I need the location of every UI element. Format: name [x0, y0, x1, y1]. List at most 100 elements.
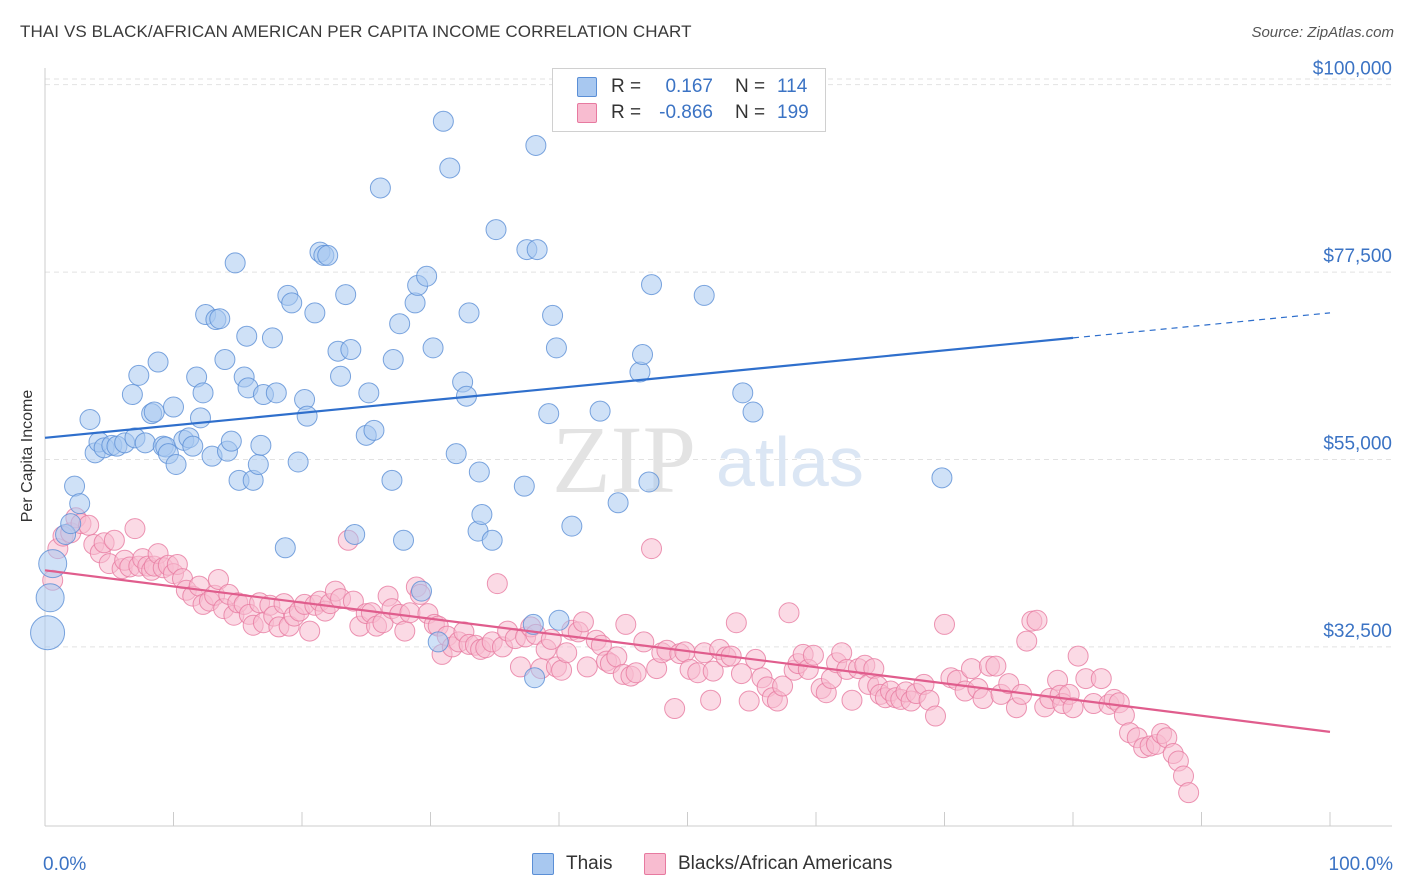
- thais-point: [261, 327, 283, 349]
- thais-point: [641, 274, 663, 296]
- thais-point: [344, 523, 366, 545]
- thais-point: [416, 265, 438, 287]
- blacks-point: [1067, 645, 1089, 667]
- blacks-legend-label: Blacks/African Americans: [678, 853, 893, 874]
- thais-point: [422, 337, 444, 359]
- thais-point: [165, 453, 187, 475]
- thais-swatch: [577, 77, 597, 97]
- thais-point: [182, 435, 204, 457]
- r-value: 0.167: [665, 76, 713, 97]
- thais-point: [931, 467, 953, 489]
- blacks-point: [934, 613, 955, 635]
- thais-point: [330, 365, 352, 387]
- gridlines: [45, 78, 1392, 648]
- blacks-point: [207, 568, 229, 590]
- n-value: 114: [777, 76, 808, 97]
- blacks-point: [1016, 630, 1038, 652]
- thais-point: [317, 244, 339, 266]
- thais-point: [545, 337, 567, 359]
- thais-point: [79, 409, 101, 431]
- thais-point: [525, 134, 547, 156]
- blacks-point: [399, 602, 421, 624]
- legend-item-blacks[interactable]: Blacks/African Americans: [644, 852, 892, 876]
- thais-point: [742, 401, 764, 423]
- blacks-point: [772, 675, 794, 697]
- blacks-point: [124, 518, 146, 540]
- blacks-point: [551, 659, 573, 681]
- blacks-point: [738, 690, 760, 712]
- blacks-point: [802, 644, 824, 666]
- thais-point: [236, 325, 258, 347]
- thais-point: [281, 292, 303, 314]
- watermark: ZIP atlas: [552, 406, 864, 513]
- thais-point: [427, 631, 449, 653]
- blacks-point: [960, 658, 982, 680]
- thais-point: [163, 396, 184, 418]
- thais-legend-swatch: [532, 853, 554, 875]
- thais-point: [143, 401, 165, 423]
- blacks-swatch: [577, 103, 597, 123]
- thais-point: [732, 382, 754, 404]
- blacks-point: [725, 612, 747, 634]
- n-label: N =: [735, 76, 766, 97]
- chart-title: THAI VS BLACK/AFRICAN AMERICAN PER CAPIT…: [20, 22, 692, 41]
- n-value: 199: [777, 102, 809, 123]
- blacks-point: [730, 663, 752, 685]
- blacks-point: [299, 620, 321, 642]
- thais-point: [64, 475, 86, 497]
- thais-point: [363, 419, 385, 441]
- blacks-point: [1026, 609, 1048, 631]
- thais-point: [561, 515, 583, 537]
- x-tick-label-max: 100.0%: [1329, 854, 1394, 875]
- stats-legend-row-thais: R = 0.167 N = 114: [577, 75, 807, 99]
- thais-point: [607, 492, 629, 514]
- thais-point: [471, 503, 493, 525]
- r-label: R =: [611, 76, 642, 97]
- thais-point: [209, 308, 231, 330]
- n-label: N =: [735, 102, 766, 123]
- blacks-point: [509, 656, 531, 678]
- thais-point: [189, 407, 211, 429]
- thais-point: [121, 384, 143, 406]
- thais-point: [296, 405, 318, 427]
- thais-point: [632, 344, 654, 366]
- thais-point: [693, 284, 715, 306]
- thais-trend-extension: [1072, 312, 1331, 339]
- blacks-legend-swatch: [644, 853, 666, 875]
- thais-point: [439, 157, 461, 179]
- thais-point: [35, 583, 65, 613]
- blacks-point: [576, 656, 598, 678]
- watermark-atlas: atlas: [716, 423, 864, 501]
- y-tick-label: $55,000: [1323, 433, 1392, 454]
- blacks-point: [700, 689, 722, 711]
- axes: [44, 68, 1392, 827]
- thais-point: [458, 302, 480, 324]
- blacks-point: [633, 631, 655, 653]
- legend-item-thais[interactable]: Thais: [532, 852, 612, 876]
- thais-point: [382, 349, 404, 371]
- blacks-point: [394, 620, 416, 642]
- thais-point: [404, 292, 426, 314]
- thais-trend-line: [44, 336, 1074, 439]
- thais-point: [340, 339, 362, 361]
- blacks-point: [664, 698, 686, 720]
- blacks-point: [615, 613, 637, 635]
- blacks-point: [925, 705, 947, 727]
- blacks-point: [841, 689, 863, 711]
- thais-point: [60, 513, 82, 535]
- thais-point: [526, 239, 548, 261]
- thais-point: [247, 453, 269, 475]
- y-tick-label: $100,000: [1313, 59, 1392, 80]
- blacks-point: [1178, 782, 1200, 804]
- thais-point: [214, 349, 236, 371]
- thais-point: [513, 475, 535, 497]
- tick-labels: $100,000 $77,500 $55,000 $32,500 0.0% 100.0%: [43, 59, 1393, 875]
- blacks-point: [78, 514, 100, 536]
- thais-point: [224, 252, 246, 274]
- thais-point: [542, 304, 564, 326]
- thais-point: [411, 580, 433, 602]
- thais-point: [389, 313, 411, 335]
- trend-lines: [44, 312, 1331, 733]
- blacks-point: [1113, 704, 1135, 726]
